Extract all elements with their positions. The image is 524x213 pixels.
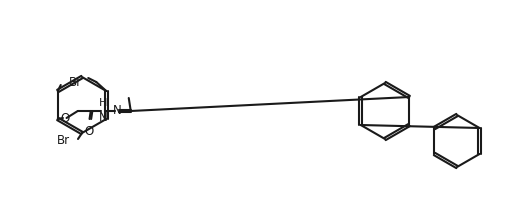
Text: N: N	[112, 105, 121, 118]
Text: Br: Br	[57, 134, 70, 147]
Text: N: N	[99, 111, 107, 125]
Text: Br: Br	[69, 76, 82, 89]
Text: H: H	[99, 98, 107, 108]
Text: O: O	[60, 111, 69, 125]
Text: O: O	[84, 125, 93, 138]
